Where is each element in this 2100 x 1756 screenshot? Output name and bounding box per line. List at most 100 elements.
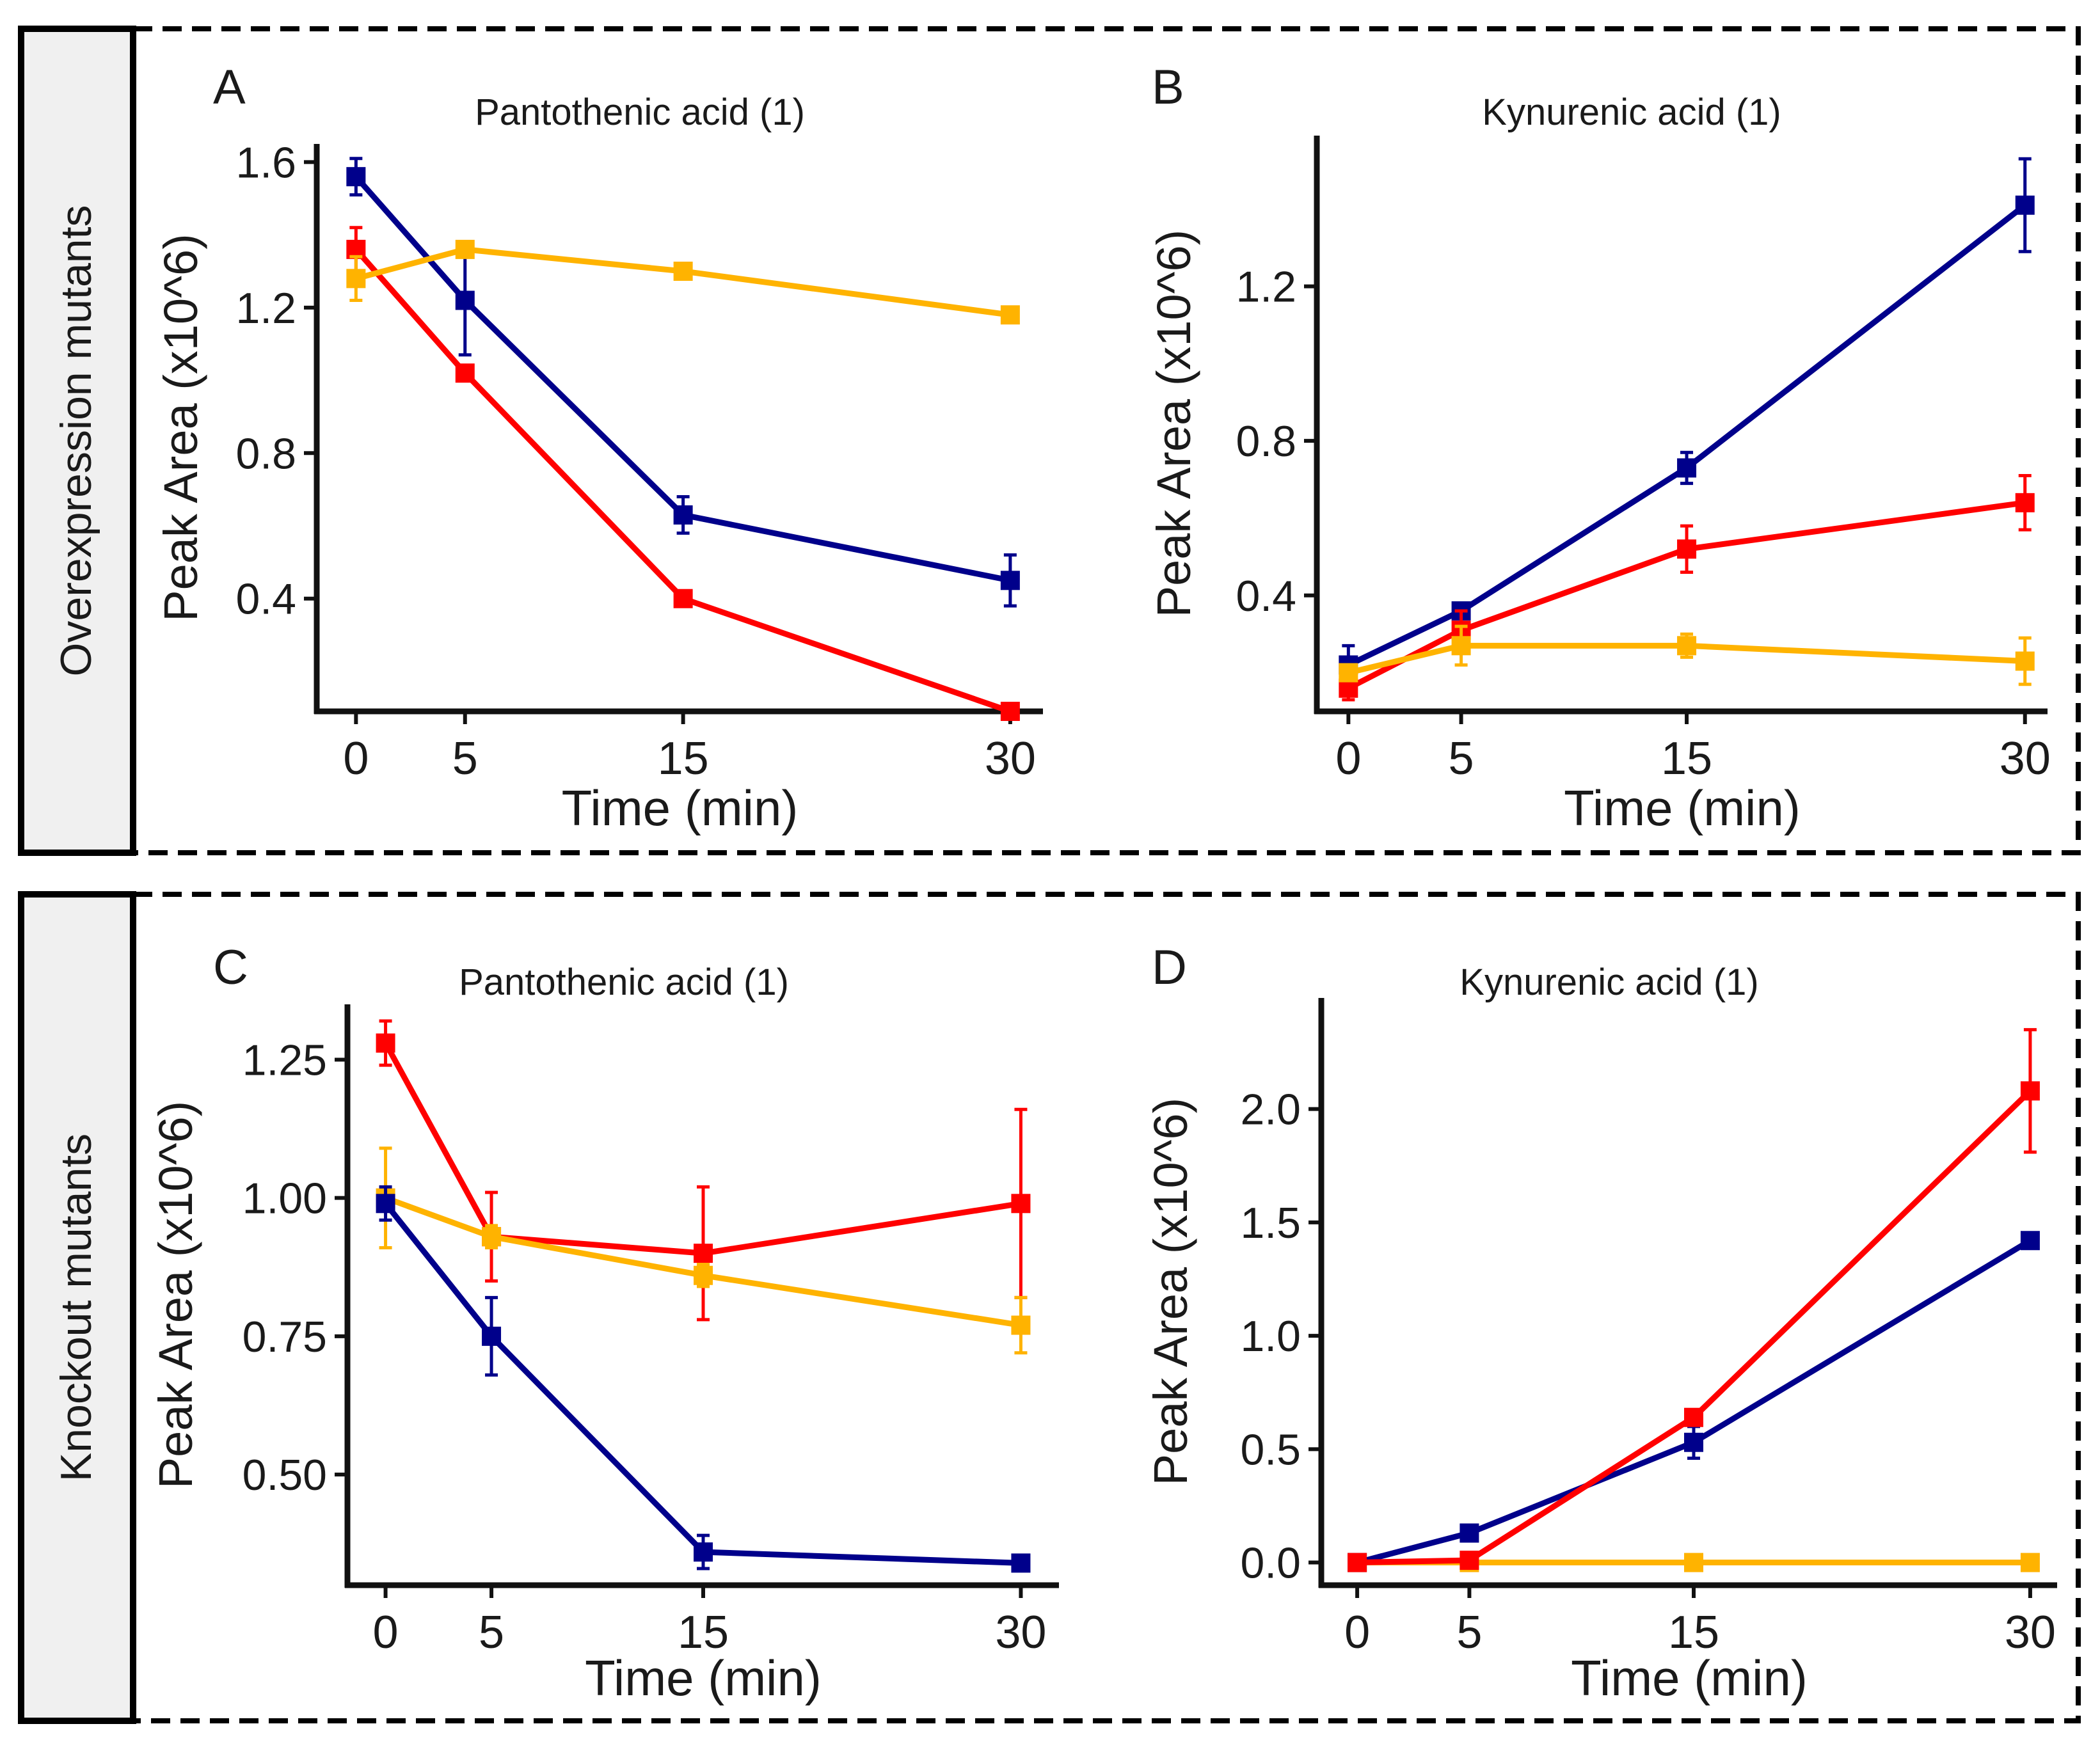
x-tick-label: 15 [658, 733, 709, 784]
data-point-blue [673, 505, 693, 525]
chart-panel-d: Kynurenic acid (1) 0.0 0.5 1.0 1.5 2.0 0 5 15 30 T… [1144, 961, 2057, 1706]
x-axis-label: Time (min) [585, 1650, 822, 1706]
y-tick-label: 1.5 [1240, 1199, 1301, 1247]
x-tick-label: 30 [985, 733, 1036, 784]
series-orange [1339, 624, 2035, 686]
y-tick-label: 0.0 [1240, 1539, 1301, 1588]
y-tick-label: 2.0 [1240, 1086, 1301, 1134]
x-axis-label: Time (min) [562, 780, 799, 836]
data-point-orange [482, 1227, 502, 1247]
row-label-overexpression: Overexpression mutants [52, 205, 100, 677]
series-line-orange [355, 246, 1011, 318]
data-point-blue [2015, 195, 2035, 215]
data-point-orange [1677, 636, 1697, 656]
series-line-blue [1347, 203, 2027, 668]
x-tick-label: 5 [479, 1607, 504, 1658]
data-point-orange [1000, 305, 1020, 325]
y-tick-label: 0.8 [1236, 417, 1296, 466]
x-tick-label: 5 [1449, 733, 1474, 784]
series-blue [1348, 1231, 2040, 1572]
data-point-red [376, 1033, 395, 1053]
data-point-blue [346, 167, 366, 187]
x-tick-label: 0 [1335, 733, 1361, 784]
y-tick-label: 1.2 [235, 284, 296, 333]
x-tick-label: 30 [2000, 733, 2051, 784]
data-point-red [694, 1244, 713, 1263]
data-point-orange [694, 1265, 713, 1285]
data-point-blue [482, 1326, 502, 1346]
x-tick-label: 15 [1661, 733, 1712, 784]
series-line-orange [1348, 642, 2025, 676]
data-point-red [1684, 1407, 1704, 1427]
data-point-blue [376, 1194, 395, 1214]
chart-panel-c: Pantothenic acid (1) 0.50 0.75 1.00 1.25 0 5 15… [149, 961, 1059, 1706]
x-tick-label: 5 [452, 733, 478, 784]
row-label-knockout: Knockout mutants [52, 1134, 100, 1482]
series-orange [346, 239, 1020, 325]
panel-letter-b: B [1152, 60, 1184, 115]
series-line-blue [1356, 1238, 2032, 1565]
x-tick-label: 30 [2005, 1607, 2056, 1658]
data-point-red [2020, 1081, 2040, 1101]
y-axis-label: Peak Area (x10^6) [154, 233, 207, 622]
chart-title: Pantothenic acid (1) [459, 961, 789, 1003]
y-tick-label: 0.50 [243, 1451, 327, 1499]
panel-letter-a: A [213, 60, 246, 115]
chart-panel-a: Pantothenic acid (1) 0.4 0.8 1.2 1.6 0 5 15 30 Ti… [154, 91, 1043, 836]
data-point-blue [1460, 1523, 1479, 1543]
x-tick-label: 0 [1344, 1607, 1370, 1658]
data-point-red [2015, 493, 2035, 512]
data-point-red [1460, 1551, 1479, 1570]
x-axis-label: Time (min) [1571, 1650, 1808, 1706]
y-tick-label: 0.5 [1240, 1425, 1301, 1474]
data-point-orange [1684, 1553, 1704, 1572]
data-point-blue [455, 290, 475, 310]
data-point-red [1011, 1194, 1031, 1214]
x-tick-label: 15 [1668, 1607, 1719, 1658]
data-point-blue [1011, 1553, 1031, 1573]
data-point-orange [346, 269, 366, 289]
y-tick-label: 1.25 [243, 1036, 327, 1084]
x-tick-label: 0 [343, 733, 369, 784]
row-frame-overexpression [131, 26, 2081, 855]
data-point-orange [1339, 663, 1358, 683]
row-label-box-knockout [18, 891, 136, 1724]
data-point-orange [2015, 651, 2035, 671]
series-blue [346, 157, 1020, 608]
y-axis-label: Peak Area (x10^6) [149, 1101, 202, 1489]
data-point-blue [694, 1542, 713, 1562]
data-point-red [1000, 702, 1020, 721]
series-line-orange [385, 1195, 1022, 1329]
series-line-blue [383, 1201, 1021, 1566]
data-point-red [673, 589, 693, 608]
y-tick-label: 0.75 [243, 1313, 327, 1361]
y-tick-label: 1.0 [1240, 1312, 1301, 1361]
chart-title: Kynurenic acid (1) [1482, 91, 1781, 133]
data-point-red [455, 363, 475, 383]
series-blue [1339, 157, 2035, 686]
series-red [1339, 474, 2035, 702]
data-point-red [1677, 539, 1697, 559]
series-red [1348, 1028, 2040, 1572]
data-point-blue [1677, 458, 1697, 478]
series-red [376, 1019, 1031, 1322]
panel-letter-c: C [213, 940, 248, 995]
x-tick-label: 30 [995, 1607, 1046, 1658]
y-tick-label: 0.4 [1236, 572, 1296, 621]
series-line-blue [353, 175, 1011, 583]
data-point-orange [1451, 636, 1471, 656]
y-tick-label: 0.4 [235, 575, 296, 624]
data-point-orange [2020, 1553, 2040, 1572]
x-tick-label: 15 [678, 1607, 729, 1658]
data-point-blue [1684, 1432, 1704, 1452]
series-line-red [383, 1041, 1022, 1256]
series-blue [376, 1185, 1031, 1573]
data-point-orange [1011, 1315, 1031, 1335]
y-tick-label: 1.00 [243, 1175, 327, 1223]
y-tick-label: 1.2 [1236, 263, 1296, 312]
series-line-red [1357, 1089, 2033, 1566]
data-point-blue [2020, 1231, 2040, 1251]
chart-title: Pantothenic acid (1) [475, 91, 805, 133]
row-label-box-overexpression [18, 26, 136, 856]
